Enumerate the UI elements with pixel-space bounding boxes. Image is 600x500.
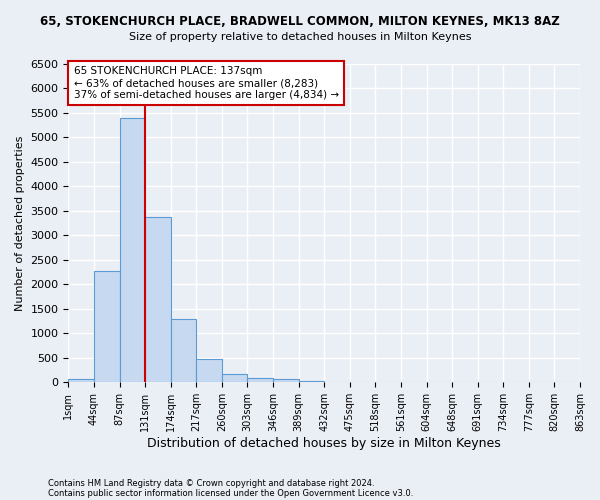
Bar	[247, 378, 273, 382]
Text: 65, STOKENCHURCH PLACE, BRADWELL COMMON, MILTON KEYNES, MK13 8AZ: 65, STOKENCHURCH PLACE, BRADWELL COMMON,…	[40, 15, 560, 28]
Y-axis label: Number of detached properties: Number of detached properties	[15, 136, 25, 311]
Bar	[222, 374, 247, 382]
Bar	[171, 318, 196, 382]
Bar	[145, 216, 171, 382]
X-axis label: Distribution of detached houses by size in Milton Keynes: Distribution of detached houses by size …	[148, 437, 501, 450]
Bar	[196, 358, 222, 382]
Bar	[68, 378, 94, 382]
Text: Size of property relative to detached houses in Milton Keynes: Size of property relative to detached ho…	[129, 32, 471, 42]
Text: 65 STOKENCHURCH PLACE: 137sqm
← 63% of detached houses are smaller (8,283)
37% o: 65 STOKENCHURCH PLACE: 137sqm ← 63% of d…	[74, 66, 338, 100]
Bar	[119, 118, 145, 382]
Text: Contains public sector information licensed under the Open Government Licence v3: Contains public sector information licen…	[48, 488, 413, 498]
Bar	[273, 380, 299, 382]
Text: Contains HM Land Registry data © Crown copyright and database right 2024.: Contains HM Land Registry data © Crown c…	[48, 478, 374, 488]
Bar	[299, 381, 324, 382]
Bar	[94, 270, 119, 382]
